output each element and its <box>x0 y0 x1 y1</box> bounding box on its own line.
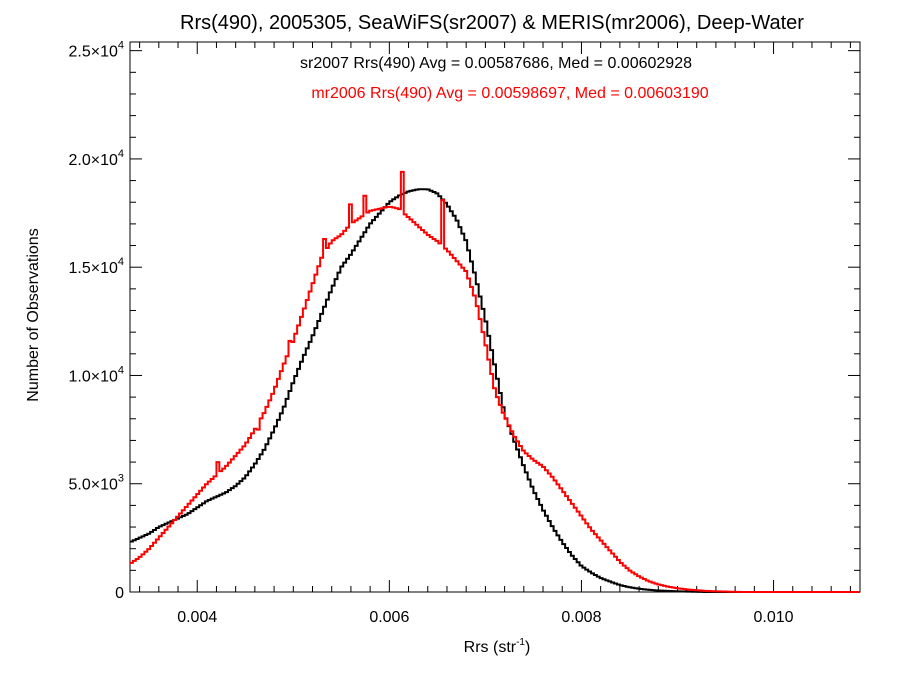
legend-entry-sr2007: sr2007 Rrs(490) Avg = 0.00587686, Med = … <box>300 55 692 72</box>
x-tick-label: 0.006 <box>369 609 409 626</box>
y-tick-label: 2.0×104 <box>68 148 124 169</box>
y-tick-exponent: 3 <box>118 473 124 485</box>
y-tick-mantissa: 1.0×10 <box>68 368 117 385</box>
x-axis-label-superscript: -1 <box>516 637 525 648</box>
y-tick-label: 1.5×104 <box>68 256 124 277</box>
y-tick-label: 2.5×104 <box>68 40 124 61</box>
y-tick-label: 1.0×104 <box>68 364 124 385</box>
x-tick-label: 0.008 <box>561 609 601 626</box>
y-tick-mantissa: 0 <box>115 585 124 602</box>
y-tick-label: 5.0×103 <box>68 473 124 494</box>
y-tick-mantissa: 2.5×10 <box>68 44 117 61</box>
y-tick-exponent: 4 <box>118 148 124 160</box>
x-axis-label-end: ) <box>525 639 530 656</box>
plot-frame <box>129 41 861 593</box>
y-tick-mantissa: 1.5×10 <box>68 260 117 277</box>
y-tick-mantissa: 5.0×10 <box>68 477 117 494</box>
y-tick-exponent: 4 <box>118 364 124 376</box>
y-tick-exponent: 4 <box>118 256 124 268</box>
y-axis-label: Number of Observations <box>25 228 42 401</box>
x-tick-label: 0.010 <box>754 609 794 626</box>
x-axis-label: Rrs (str-1) <box>464 637 531 656</box>
y-tick-mantissa: 2.0×10 <box>68 152 117 169</box>
series-mr2006-line <box>130 170 860 593</box>
legend-entry-mr2006: mr2006 Rrs(490) Avg = 0.00598697, Med = … <box>311 85 708 102</box>
x-axis-label-main: Rrs (str <box>464 639 517 656</box>
series-sr2007-line <box>130 188 860 593</box>
series-layer <box>130 170 860 593</box>
x-tick-label: 0.004 <box>177 609 217 626</box>
y-tick-exponent: 4 <box>118 40 124 52</box>
y-tick-label: 0 <box>115 585 124 602</box>
plot-area <box>129 41 861 593</box>
x-axis: 0.004 0.006 0.008 0.010 <box>139 42 851 626</box>
chart-title: Rrs(490), 2005305, SeaWiFS(sr2007) & MER… <box>180 12 804 34</box>
